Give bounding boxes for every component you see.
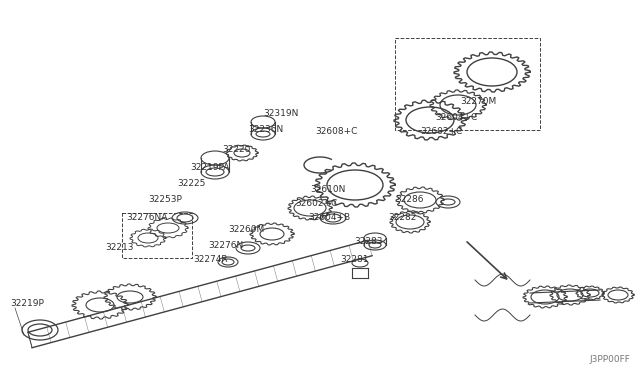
Text: 32219PA: 32219PA: [190, 164, 229, 173]
Text: 32274R: 32274R: [193, 256, 228, 264]
Ellipse shape: [22, 320, 58, 340]
Text: 32281: 32281: [340, 256, 369, 264]
Ellipse shape: [218, 257, 238, 267]
Text: 32283: 32283: [354, 237, 383, 247]
Ellipse shape: [436, 196, 460, 208]
Ellipse shape: [251, 128, 275, 140]
Ellipse shape: [236, 242, 260, 254]
Text: 32602+C: 32602+C: [420, 128, 462, 137]
Ellipse shape: [320, 212, 346, 224]
Text: 32286: 32286: [395, 196, 424, 205]
Text: 32604+C: 32604+C: [435, 112, 477, 122]
Text: 32602+C: 32602+C: [295, 199, 337, 208]
Text: 32253P: 32253P: [148, 196, 182, 205]
Text: 32270M: 32270M: [460, 97, 496, 106]
Text: 32260M: 32260M: [228, 225, 264, 234]
Text: J3PP00FF: J3PP00FF: [589, 355, 630, 364]
Text: 32276N: 32276N: [208, 241, 243, 250]
Ellipse shape: [201, 165, 229, 179]
Text: 32225: 32225: [177, 179, 205, 187]
Text: 32213: 32213: [105, 244, 134, 253]
Ellipse shape: [364, 240, 386, 250]
Text: 32610N: 32610N: [310, 186, 346, 195]
Ellipse shape: [172, 212, 198, 224]
Text: 32276NA: 32276NA: [126, 212, 168, 221]
Text: 32608+C: 32608+C: [315, 128, 357, 137]
Text: 32220: 32220: [222, 145, 250, 154]
Text: 32604+B: 32604+B: [308, 214, 350, 222]
Text: 32319N: 32319N: [263, 109, 298, 118]
Text: 32282: 32282: [388, 212, 417, 221]
Text: 32236N: 32236N: [248, 125, 284, 135]
Text: 32219P: 32219P: [10, 298, 44, 308]
